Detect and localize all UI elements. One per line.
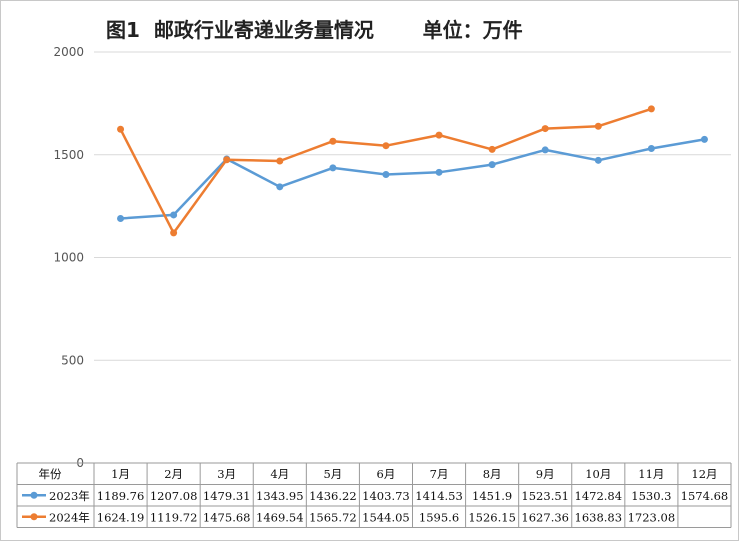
y-tick-label-500: 500 [61, 353, 84, 367]
legend-marker-1 [30, 491, 38, 499]
data-point-s2-2 [170, 229, 178, 237]
data-point-s2-8 [488, 145, 496, 153]
data-point-s1-11 [647, 145, 655, 153]
x-category-5: 5月 [323, 467, 342, 481]
value-label-s1-6: 1403.73 [362, 489, 410, 503]
data-point-s2-1 [117, 125, 125, 133]
value-label-s2-4: 1469.54 [256, 510, 304, 524]
data-point-s1-6 [382, 171, 390, 179]
value-label-s2-1: 1624.19 [97, 510, 145, 524]
value-label-s1-4: 1343.95 [256, 489, 304, 503]
x-category-6: 6月 [377, 467, 396, 481]
y-tick-label-1000: 1000 [53, 251, 84, 265]
data-point-s1-1 [117, 215, 125, 223]
data-point-s1-4 [276, 183, 284, 191]
x-category-4: 4月 [270, 467, 289, 481]
x-category-3: 3月 [217, 467, 236, 481]
series-line-2 [119, 107, 652, 235]
value-label-s1-12: 1574.68 [681, 489, 729, 503]
data-point-s2-7 [435, 131, 443, 139]
y-tick-label-2000: 2000 [53, 45, 84, 59]
data-point-s1-10 [594, 156, 602, 164]
value-label-s2-8: 1526.15 [468, 510, 516, 524]
value-label-s2-7: 1595.6 [419, 510, 459, 524]
data-point-s1-12 [700, 135, 708, 143]
value-label-s1-8: 1451.9 [472, 489, 512, 503]
value-label-s2-11: 1723.08 [628, 510, 676, 524]
x-category-2: 2月 [164, 467, 183, 481]
data-point-s2-3 [223, 156, 231, 164]
value-label-s2-3: 1475.68 [203, 510, 251, 524]
value-label-s1-3: 1479.31 [203, 489, 251, 503]
data-point-s1-5 [329, 164, 337, 172]
x-category-8: 8月 [483, 467, 502, 481]
value-label-s1-10: 1472.84 [575, 489, 623, 503]
value-label-s1-2: 1207.08 [150, 489, 198, 503]
value-label-s1-1: 1189.76 [97, 489, 145, 503]
value-label-s1-5: 1436.22 [309, 489, 357, 503]
chart-title: 图1 邮政行业寄递业务量情况 单位：万件 [106, 18, 523, 42]
legend-label-1: 2023年 [49, 489, 90, 503]
y-tick-label-1500: 1500 [53, 148, 84, 162]
x-category-12: 12月 [691, 467, 717, 481]
data-point-s1-9 [541, 146, 549, 154]
value-label-s2-9: 1627.36 [521, 510, 569, 524]
value-label-s1-7: 1414.53 [415, 489, 463, 503]
value-label-s1-9: 1523.51 [521, 489, 569, 503]
data-point-s2-6 [382, 142, 390, 150]
x-category-9: 9月 [536, 467, 555, 481]
value-label-s2-5: 1565.72 [309, 510, 357, 524]
x-category-7: 7月 [430, 467, 449, 481]
data-point-s2-5 [329, 137, 337, 145]
value-label-s2-2: 1119.72 [150, 510, 198, 524]
data-point-s1-2 [170, 211, 178, 219]
legend-label-2: 2024年 [49, 510, 90, 524]
legend-marker-2 [30, 513, 38, 521]
data-point-s1-7 [435, 168, 443, 176]
data-point-s2-4 [276, 157, 284, 165]
data-point-s2-11 [647, 105, 655, 113]
table-header-label: 年份 [39, 467, 62, 481]
value-label-s2-10: 1638.83 [575, 510, 623, 524]
data-point-s2-10 [594, 122, 602, 130]
x-category-1: 1月 [111, 467, 130, 481]
value-label-s2-6: 1544.05 [362, 510, 410, 524]
data-point-s2-9 [541, 125, 549, 133]
x-category-10: 10月 [585, 467, 611, 481]
series-line-1 [120, 138, 705, 220]
value-label-s1-11: 1530.3 [631, 489, 671, 503]
x-category-11: 11月 [638, 467, 664, 481]
data-point-s1-8 [488, 161, 496, 169]
